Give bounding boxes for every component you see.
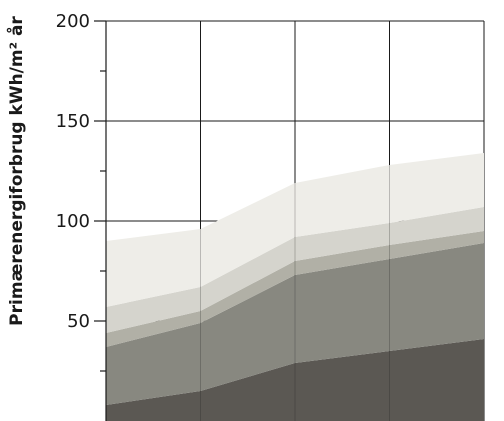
y-tick-label: 100 [56,211,90,232]
area-layer [106,21,484,421]
area-band-2 [106,243,484,405]
area-band-1 [106,339,484,421]
area-band-3 [106,231,484,347]
label-layer: 50 100 150 200 Primærenergiforbrug kWh/m² år [5,11,90,332]
y-axis-title: Primærenergiforbrug kWh/m² år [5,16,27,326]
area-band-4 [106,207,484,333]
y-tick-label: 150 [56,111,90,132]
area-band-5 [106,153,484,307]
y-tick-label: 200 [56,11,90,32]
y-tick-label: 50 [67,311,90,332]
axis-layer [94,20,107,421]
